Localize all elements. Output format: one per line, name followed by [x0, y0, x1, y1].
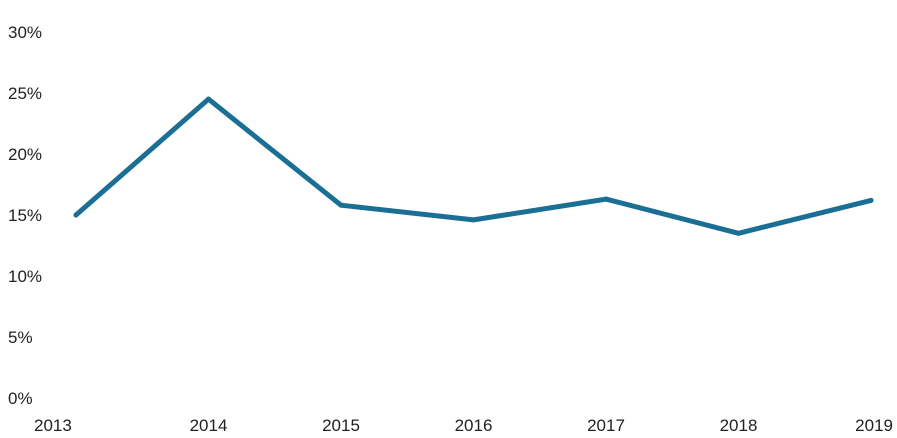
x-tick-label: 2017 — [587, 416, 625, 435]
x-tick-label: 2018 — [720, 416, 758, 435]
data-point — [868, 197, 874, 203]
y-tick-label: 0% — [8, 389, 33, 408]
y-tick-label: 20% — [8, 145, 42, 164]
y-tick-label: 30% — [8, 23, 42, 42]
y-tick-label: 25% — [8, 84, 42, 103]
y-tick-label: 5% — [8, 328, 33, 347]
x-axis-tick-labels: 2013 2014 2015 2016 2017 2018 2019 — [34, 416, 893, 435]
series-line — [73, 96, 874, 236]
x-tick-label: 2014 — [190, 416, 228, 435]
x-tick-label: 2013 — [34, 416, 72, 435]
y-tick-label: 15% — [8, 206, 42, 225]
data-point — [736, 230, 741, 236]
data-point — [338, 202, 344, 208]
x-tick-label: 2015 — [322, 416, 360, 435]
series-layer — [73, 96, 874, 236]
data-point — [206, 96, 211, 102]
data-point — [603, 196, 609, 202]
y-axis-tick-labels: 0% 5% 10% 15% 20% 25% 30% — [8, 23, 42, 408]
y-tick-label: 10% — [8, 267, 42, 286]
data-point — [73, 212, 79, 218]
x-tick-label: 2016 — [455, 416, 493, 435]
x-tick-label: 2019 — [855, 416, 893, 435]
data-point — [471, 217, 476, 223]
